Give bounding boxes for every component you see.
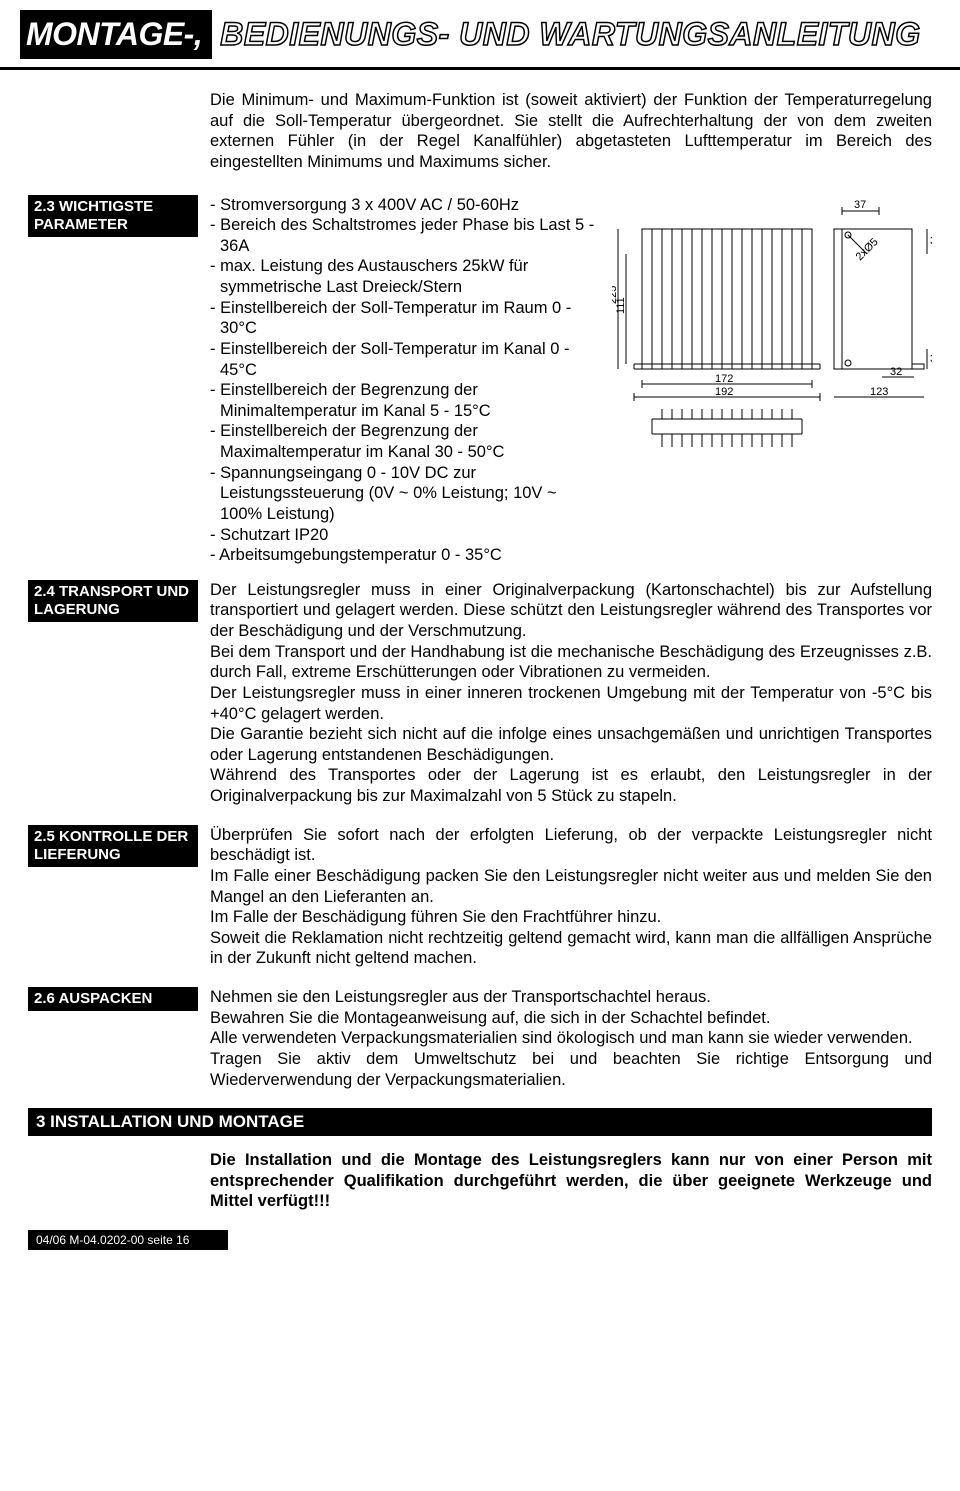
param-item: - Schutzart IP20 (210, 525, 602, 546)
param-item: - Einstellbereich der Begrenzung der Max… (210, 421, 602, 462)
param-item: - Bereich des Schaltstromes jeder Phase … (210, 215, 602, 256)
section-2-6: 2.6 AUSPACKEN Nehmen sie den Leistungsre… (28, 987, 932, 1090)
dim-label: 37 (854, 199, 866, 211)
section-2-4: 2.4 TRANSPORT UND LAGERUNG Der Leistungs… (28, 580, 932, 807)
page-footer: 04/06 M-04.0202-00 seite 16 (28, 1230, 228, 1250)
param-item: - Einstellbereich der Begrenzung der Min… (210, 380, 602, 421)
section-3-text: Die Installation und die Montage des Lei… (210, 1150, 932, 1212)
section-2-6-text: Nehmen sie den Leistungsregler aus der T… (210, 987, 932, 1090)
technical-diagram: 37 34 31 32 172 192 123 111 225 2xØ5 (612, 199, 932, 504)
section-2-4-text: Der Leistungsregler muss in einer Origin… (210, 580, 932, 807)
section-2-5-text: Überprüfen Sie sofort nach der erfolgten… (210, 825, 932, 969)
param-item: - Arbeitsumgebungstemperatur 0 - 35°C (210, 545, 602, 566)
section-2-6-label: 2.6 AUSPACKEN (28, 987, 198, 1011)
dim-label: 31 (930, 353, 932, 365)
dim-label: 32 (890, 366, 902, 378)
section-2-5-label: 2.5 KONTROLLE DER LIEFERUNG (28, 825, 198, 867)
header-title-black: MONTAGE-, (20, 10, 212, 59)
section-2-3-label: 2.3 WICHTIGSTE PARAMETER (28, 195, 198, 237)
param-item: - Einstellbereich der Soll-Temperatur im… (210, 339, 602, 380)
dim-label: 34 (930, 235, 932, 247)
param-item: - Einstellbereich der Soll-Temperatur im… (210, 298, 602, 339)
section-2-5: 2.5 KONTROLLE DER LIEFERUNG Überprüfen S… (28, 825, 932, 969)
section-2-4-label: 2.4 TRANSPORT UND LAGERUNG (28, 580, 198, 622)
header-title-outline: BEDIENUNGS- UND WARTUNGSANLEITUNG (220, 16, 920, 53)
section-3-bar: 3 INSTALLATION UND MONTAGE (28, 1108, 932, 1136)
dim-label: 172 (715, 373, 733, 385)
dim-label: 192 (715, 386, 733, 398)
param-item: - Spannungseingang 0 - 10V DC zur Leistu… (210, 463, 602, 525)
param-item: - max. Leistung des Austauschers 25kW fü… (210, 256, 602, 297)
page-content: Die Minimum- und Maximum-Funktion ist (s… (0, 70, 960, 1250)
section-2-3-list: - Stromversorgung 3 x 400V AC / 50-60Hz … (210, 195, 602, 566)
dim-label: 225 (612, 285, 619, 303)
intro-paragraph: Die Minimum- und Maximum-Funktion ist (s… (210, 90, 932, 173)
param-item: - Stromversorgung 3 x 400V AC / 50-60Hz (210, 195, 602, 216)
dim-label: 123 (870, 386, 888, 398)
section-2-3: 2.3 WICHTIGSTE PARAMETER - Stromversorgu… (28, 195, 932, 566)
page-header: MONTAGE-, BEDIENUNGS- UND WARTUNGSANLEIT… (0, 0, 960, 70)
